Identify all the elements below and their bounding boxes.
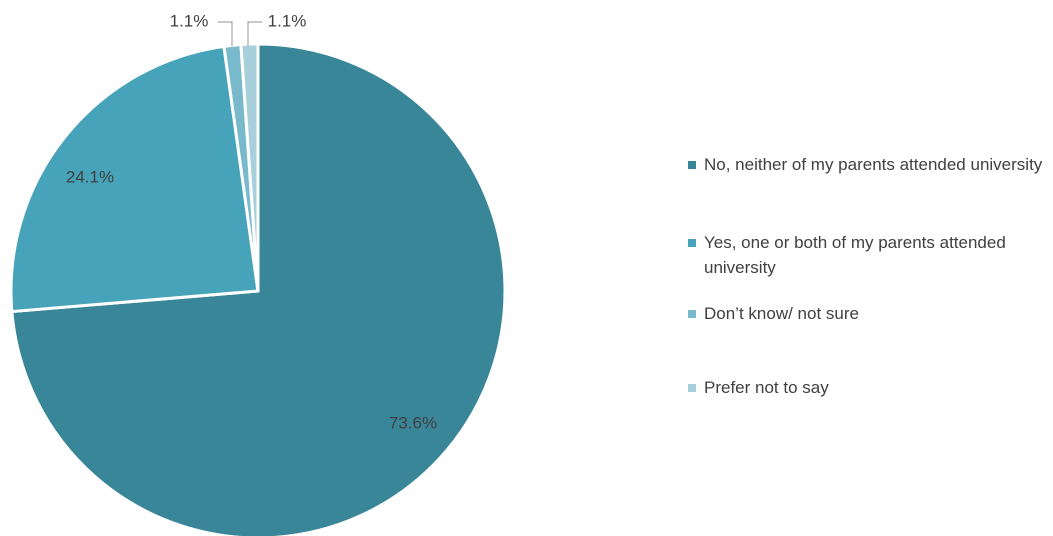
pie-slice-one-or-both-parents xyxy=(9,44,260,314)
legend-item-neither-parent: No, neither of my parents attended unive… xyxy=(688,152,1044,177)
legend-swatch-dont-know xyxy=(688,310,696,318)
legend-swatch-prefer-not-to-say xyxy=(688,384,696,392)
legend-item-one-or-both-parents: Yes, one or both of my parents attended … xyxy=(688,230,1044,280)
pie-slices xyxy=(9,42,507,536)
data-labels: 73.6% 24.1% 1.1% 1.1% xyxy=(66,11,437,432)
data-label-prefer-not-to-say: 1.1% xyxy=(268,11,307,30)
data-label-neither-parent: 73.6% xyxy=(389,413,437,432)
legend-label-one-or-both-parents: Yes, one or both of my parents attended … xyxy=(704,233,1006,277)
legend-swatch-one-or-both-parents xyxy=(688,239,696,247)
leader-line-prefer-not-to-say xyxy=(247,21,262,46)
legend-label-dont-know: Don’t know/ not sure xyxy=(704,304,859,323)
legend-item-prefer-not-to-say: Prefer not to say xyxy=(688,375,1044,400)
legend-label-neither-parent: No, neither of my parents attended unive… xyxy=(704,155,1043,174)
data-label-one-or-both-parents: 24.1% xyxy=(66,167,114,186)
leader-line-dont-know xyxy=(218,21,233,46)
legend-swatch-neither-parent xyxy=(688,161,696,169)
legend-label-prefer-not-to-say: Prefer not to say xyxy=(704,378,829,397)
legend-item-dont-know: Don’t know/ not sure xyxy=(688,301,1044,326)
data-label-dont-know: 1.1% xyxy=(170,11,209,30)
pie-slice-prefer-not-to-say xyxy=(239,42,260,293)
leader-lines xyxy=(218,21,262,46)
